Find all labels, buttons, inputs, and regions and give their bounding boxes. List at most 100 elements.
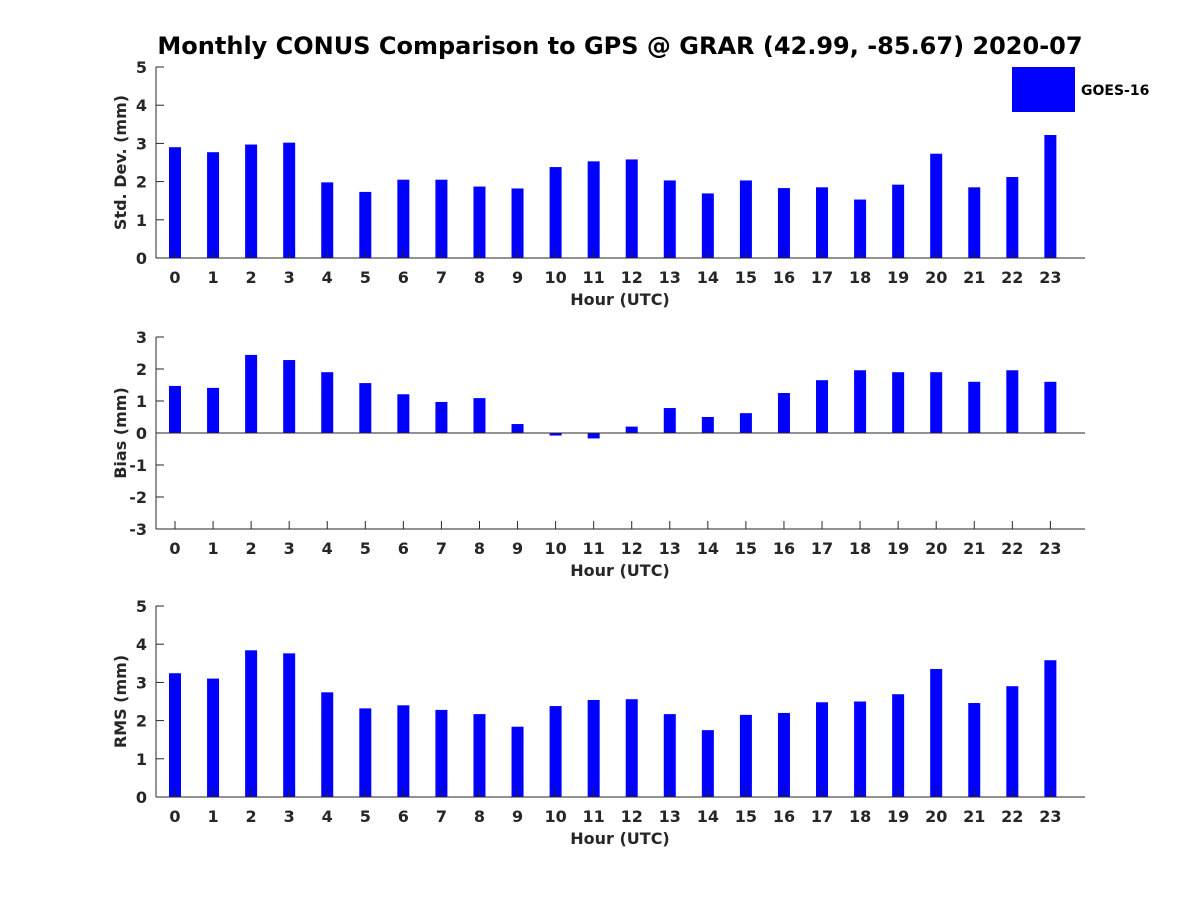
bar: [892, 694, 905, 797]
x-tick-label: 1: [207, 539, 218, 558]
x-tick-label: 3: [284, 268, 295, 287]
x-tick-label: 8: [474, 539, 485, 558]
bar: [739, 180, 752, 258]
x-tick-label: 13: [659, 539, 681, 558]
x-tick-label: 12: [621, 807, 643, 826]
x-tick-label: 13: [659, 807, 681, 826]
x-tick-label: 5: [360, 539, 371, 558]
x-axis-label: Hour (UTC): [570, 829, 670, 848]
bar: [359, 191, 372, 258]
bar: [777, 393, 790, 433]
y-tick-label: -3: [129, 520, 147, 539]
x-tick-label: 7: [436, 539, 447, 558]
x-tick-label: 14: [697, 807, 719, 826]
x-tick-label: 6: [398, 539, 409, 558]
bar: [473, 398, 486, 433]
x-tick-label: 6: [398, 807, 409, 826]
bar: [473, 186, 486, 258]
x-tick-label: 21: [963, 807, 985, 826]
bar: [1006, 370, 1019, 433]
y-tick-label: 4: [136, 635, 147, 654]
x-tick-label: 7: [436, 807, 447, 826]
bar: [321, 372, 334, 433]
x-tick-label: 2: [246, 268, 257, 287]
y-tick-label: -1: [129, 456, 147, 475]
bar: [283, 360, 296, 433]
x-tick-label: 23: [1039, 539, 1061, 558]
x-tick-label: 21: [963, 539, 985, 558]
x-tick-label: 5: [360, 807, 371, 826]
y-tick-label: 1: [136, 750, 147, 769]
bar: [473, 714, 486, 797]
y-tick-label: 0: [136, 788, 147, 807]
x-tick-label: 1: [207, 268, 218, 287]
legend: GOES-16: [1012, 67, 1149, 112]
bar: [245, 354, 258, 433]
y-tick-label: 4: [136, 96, 147, 115]
chart-title: Monthly CONUS Comparison to GPS @ GRAR (…: [157, 32, 1082, 60]
bar: [435, 709, 448, 797]
x-tick-label: 0: [169, 539, 180, 558]
x-tick-label: 9: [512, 268, 523, 287]
x-tick-label: 8: [474, 268, 485, 287]
x-tick-label: 4: [322, 807, 333, 826]
bar: [1006, 686, 1019, 797]
bar: [777, 188, 790, 258]
x-tick-label: 2: [246, 807, 257, 826]
x-tick-label: 0: [169, 807, 180, 826]
bar: [435, 401, 448, 433]
bar: [625, 426, 638, 433]
x-tick-label: 23: [1039, 807, 1061, 826]
bar: [701, 417, 714, 433]
y-tick-label: 3: [136, 134, 147, 153]
x-tick-label: 4: [322, 539, 333, 558]
x-tick-label: 18: [849, 268, 871, 287]
x-tick-label: 10: [544, 539, 566, 558]
x-tick-label: 10: [544, 807, 566, 826]
y-tick-label: 3: [136, 328, 147, 347]
x-tick-label: 17: [811, 268, 833, 287]
x-tick-label: 9: [512, 539, 523, 558]
x-tick-label: 4: [322, 268, 333, 287]
bar: [283, 142, 296, 258]
bar: [549, 433, 562, 436]
x-tick-label: 16: [773, 268, 795, 287]
bar: [739, 714, 752, 797]
bar: [245, 650, 258, 797]
x-tick-label: 19: [887, 807, 909, 826]
bar: [739, 413, 752, 433]
x-tick-label: 6: [398, 268, 409, 287]
x-tick-label: 1: [207, 807, 218, 826]
bar: [816, 380, 829, 433]
bar: [854, 370, 867, 433]
bar: [359, 708, 372, 797]
y-tick-label: 5: [136, 58, 147, 77]
x-axis-label: Hour (UTC): [570, 561, 670, 580]
bar: [397, 705, 410, 797]
x-tick-label: 15: [735, 807, 757, 826]
x-tick-label: 11: [583, 807, 605, 826]
y-axis-label: RMS (mm): [111, 655, 130, 748]
bar: [1006, 177, 1019, 258]
bar: [663, 180, 676, 258]
bar: [169, 385, 181, 433]
bar: [701, 193, 714, 258]
y-axis-label: Std. Dev. (mm): [111, 95, 130, 230]
y-tick-label: 2: [136, 360, 147, 379]
x-tick-label: 21: [963, 268, 985, 287]
bar: [777, 712, 790, 797]
x-tick-label: 19: [887, 268, 909, 287]
x-tick-label: 20: [925, 539, 947, 558]
bar: [968, 703, 981, 797]
bar: [587, 433, 600, 439]
x-tick-label: 11: [583, 539, 605, 558]
legend-label: GOES-16: [1081, 83, 1149, 99]
bar: [625, 699, 638, 797]
bar: [435, 179, 448, 258]
x-tick-label: 2: [246, 539, 257, 558]
x-tick-label: 12: [621, 539, 643, 558]
x-tick-label: 14: [697, 539, 719, 558]
x-tick-label: 16: [773, 807, 795, 826]
